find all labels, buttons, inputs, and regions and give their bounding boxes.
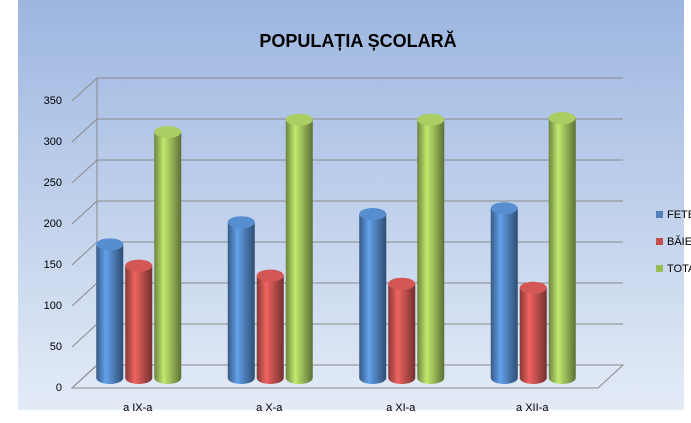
x-tick-label: a XII-a (516, 402, 549, 414)
bar-body (125, 265, 153, 384)
grid-line (71, 282, 98, 307)
legend-label: BĂIEȚ (667, 235, 691, 248)
x-tick-label: a XI-a (386, 402, 416, 414)
bar-top (359, 208, 387, 220)
y-tick-label: 100 (44, 300, 62, 312)
grid-line (71, 323, 98, 348)
y-tick-label: 300 (44, 136, 62, 148)
grid-line (71, 241, 98, 266)
bar-body (285, 119, 313, 384)
bar-top (490, 202, 518, 215)
floor (70, 364, 625, 389)
y-tick-label: 350 (44, 95, 62, 107)
bar-body (359, 214, 387, 384)
bar-body (154, 132, 182, 384)
y-tick-label: 150 (44, 259, 62, 271)
bar (519, 281, 547, 384)
legend-swatch (656, 238, 663, 245)
bar (125, 259, 153, 384)
bar-body (417, 119, 445, 384)
y-tick-label: 250 (44, 177, 62, 189)
bar-top (256, 269, 284, 282)
bar-body (227, 222, 255, 384)
bar-top (519, 281, 547, 294)
legend-label: FETE (667, 209, 691, 221)
bar-body (388, 283, 416, 384)
bar (256, 269, 284, 384)
grid-line (71, 159, 98, 184)
bar (359, 208, 387, 384)
bar-top (285, 113, 313, 126)
legend-swatch (656, 265, 663, 272)
x-tick-label: a X-a (256, 402, 283, 414)
bar-top (417, 113, 445, 126)
bar (490, 202, 518, 384)
y-tick-label: 200 (44, 218, 62, 230)
grid-line (71, 77, 98, 102)
grid-line (71, 118, 98, 143)
bar-top (227, 216, 255, 229)
bar-top (96, 238, 124, 251)
bar (227, 216, 255, 384)
bar (154, 126, 182, 384)
grid-line (71, 200, 98, 225)
bar-body (256, 275, 284, 384)
bar-top (125, 259, 153, 272)
bar (388, 277, 416, 384)
bar-body (548, 118, 576, 384)
x-tick-label: a IX-a (123, 402, 153, 414)
y-tick-label: 0 (56, 382, 62, 394)
bar-top (548, 112, 576, 125)
bar (96, 238, 124, 384)
bar-top (154, 126, 182, 138)
bar (285, 113, 313, 384)
y-tick-label: 50 (50, 341, 62, 353)
bar-body (490, 208, 518, 384)
bar (548, 112, 576, 384)
bar-top (388, 277, 416, 290)
legend-label: TOTA (667, 263, 691, 275)
bar-body (96, 244, 124, 384)
legend-swatch (656, 211, 663, 218)
chart-title: POPULAȚIA ȘCOLARĂ (259, 30, 456, 51)
bar (417, 113, 445, 384)
bar-body (519, 287, 547, 384)
